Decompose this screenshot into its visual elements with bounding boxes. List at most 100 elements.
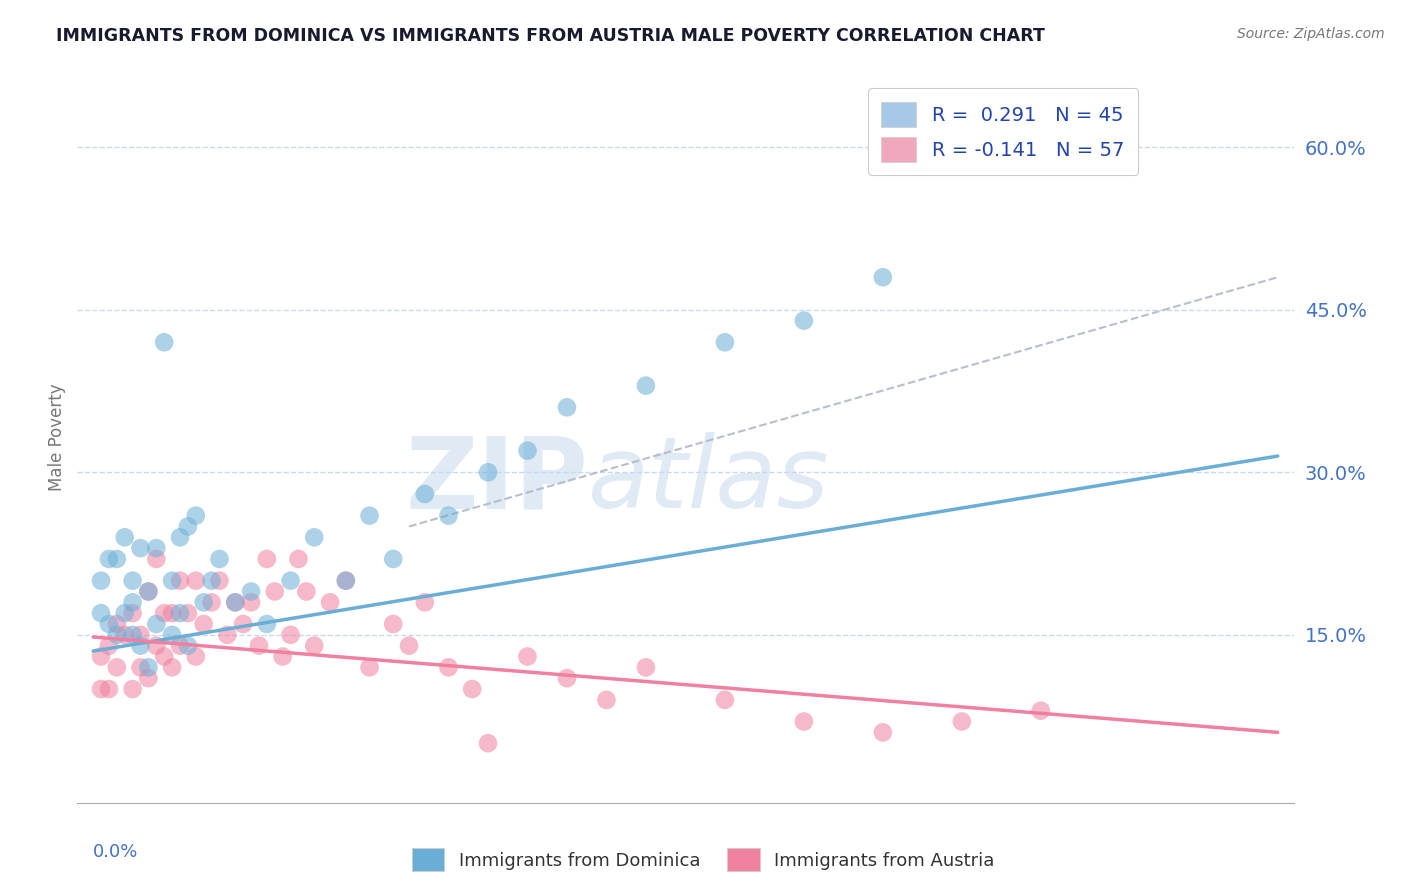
Point (634, 660, 657, 674)
Point (153, 335, 176, 350)
Text: atlas: atlas (588, 433, 830, 530)
Point (184, 649, 207, 664)
Legend: R =  0.291   N = 45, R = -0.141   N = 57: R = 0.291 N = 45, R = -0.141 N = 57 (868, 88, 1137, 176)
Point (247, 639, 270, 653)
Point (169, 606, 191, 620)
Point (121, 595, 143, 609)
Point (90, 681, 112, 696)
Point (129, 541, 152, 556)
Y-axis label: Male Poverty: Male Poverty (48, 384, 66, 491)
Point (129, 639, 152, 653)
Point (461, 681, 484, 696)
Legend: Immigrants from Dominica, Immigrants from Austria: Immigrants from Dominica, Immigrants fro… (405, 841, 1001, 879)
Point (335, 574, 357, 588)
Point (121, 606, 143, 620)
Point (437, 660, 460, 674)
Point (138, 584, 160, 599)
Point (138, 671, 160, 685)
Point (200, 574, 222, 588)
Point (477, 736, 499, 750)
Point (153, 606, 176, 620)
Point (224, 595, 246, 609)
Point (97, 639, 120, 653)
Text: IMMIGRANTS FROM DOMINICA VS IMMIGRANTS FROM AUSTRIA MALE POVERTY CORRELATION CHA: IMMIGRANTS FROM DOMINICA VS IMMIGRANTS F… (56, 27, 1045, 45)
Point (359, 508, 381, 523)
Point (1029, 704, 1052, 718)
Point (97, 617, 120, 632)
Text: ZIP: ZIP (405, 433, 588, 530)
Point (413, 595, 436, 609)
Text: 0.0%: 0.0% (93, 843, 139, 861)
Point (280, 574, 302, 588)
Point (193, 595, 215, 609)
Point (200, 595, 222, 609)
Point (105, 617, 128, 632)
Point (169, 639, 191, 653)
Point (160, 660, 183, 674)
Point (793, 313, 815, 327)
Point (105, 660, 128, 674)
Point (97, 681, 120, 696)
Point (121, 574, 143, 588)
Point (145, 639, 167, 653)
Point (555, 671, 578, 685)
Point (271, 649, 294, 664)
Point (872, 725, 894, 739)
Point (208, 552, 231, 566)
Point (145, 552, 167, 566)
Point (160, 606, 183, 620)
Point (105, 628, 128, 642)
Point (256, 617, 278, 632)
Point (90, 606, 112, 620)
Point (90, 574, 112, 588)
Point (516, 443, 538, 458)
Point (208, 574, 231, 588)
Point (516, 649, 538, 664)
Point (714, 335, 737, 350)
Point (437, 508, 460, 523)
Point (240, 595, 263, 609)
Point (224, 595, 246, 609)
Point (193, 617, 215, 632)
Point (359, 660, 381, 674)
Point (145, 617, 167, 632)
Point (304, 530, 326, 544)
Point (382, 617, 405, 632)
Point (160, 628, 183, 642)
Point (105, 552, 128, 566)
Point (793, 714, 815, 729)
Point (280, 628, 302, 642)
Point (382, 552, 405, 566)
Point (121, 628, 143, 642)
Point (232, 617, 254, 632)
Point (950, 714, 973, 729)
Point (304, 639, 326, 653)
Point (153, 649, 176, 664)
Point (872, 270, 894, 285)
Point (555, 401, 578, 415)
Point (217, 628, 239, 642)
Point (114, 628, 136, 642)
Point (129, 628, 152, 642)
Text: Source: ZipAtlas.com: Source: ZipAtlas.com (1237, 27, 1385, 41)
Point (177, 606, 200, 620)
Point (184, 508, 207, 523)
Point (169, 530, 191, 544)
Point (129, 660, 152, 674)
Point (714, 693, 737, 707)
Point (138, 584, 160, 599)
Point (263, 584, 285, 599)
Point (97, 552, 120, 566)
Point (90, 649, 112, 664)
Point (169, 574, 191, 588)
Point (160, 574, 183, 588)
Point (121, 681, 143, 696)
Point (335, 574, 357, 588)
Point (595, 693, 617, 707)
Point (114, 530, 136, 544)
Point (398, 639, 420, 653)
Point (177, 519, 200, 533)
Point (177, 639, 200, 653)
Point (634, 378, 657, 392)
Point (319, 595, 342, 609)
